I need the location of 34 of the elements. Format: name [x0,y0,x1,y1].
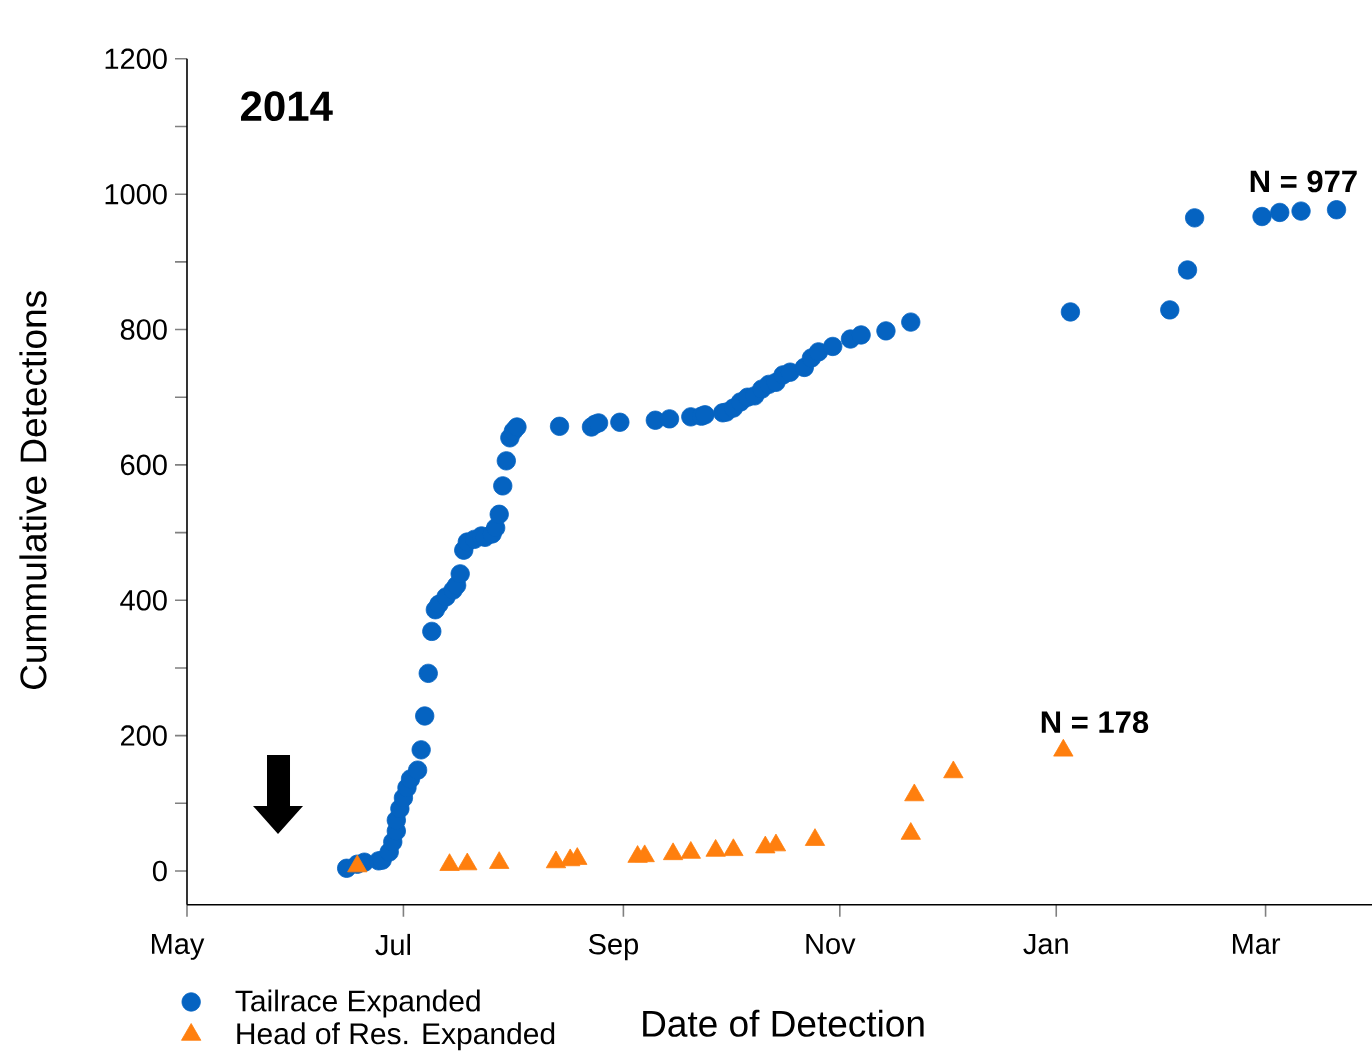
y-axis-title: Cummulative Detections [19,291,47,689]
point [1053,738,1074,757]
point [489,851,510,869]
x-tick-label: May [151,933,205,960]
y-tick-label: 1200 [105,48,167,70]
annotation: N = 977 [1250,170,1357,193]
y-tick-label: 400 [120,589,167,611]
x-tick-label: Mar [1232,933,1281,955]
y-tick-label: 0 [152,860,167,882]
legend-label: Head of Res. Expanded [237,1022,555,1051]
annotation: 2014 [240,91,333,122]
point [545,850,567,869]
x-axis-title: Date of Detection [643,1009,924,1037]
legend-label: Tailrace Expanded [235,989,480,1018]
point [662,842,684,861]
point [457,852,478,871]
x-tick-label: Nov [806,933,856,955]
point [723,838,744,857]
point [900,822,921,840]
y-tick-label: 200 [121,725,167,746]
y-tick-label: 600 [121,454,167,476]
x-tick-label: Jul [375,933,411,956]
point [904,783,925,802]
point [804,828,826,846]
point [705,839,726,857]
point [439,853,460,871]
y-tick-label: 800 [120,319,167,340]
x-tick-label: Jan [1023,933,1068,955]
point [680,841,701,859]
y-tick-label: 1000 [105,183,167,205]
point [634,844,655,863]
point [943,760,964,779]
x-tick-label: Sep [588,933,638,961]
annotation: N = 178 [1041,711,1149,734]
